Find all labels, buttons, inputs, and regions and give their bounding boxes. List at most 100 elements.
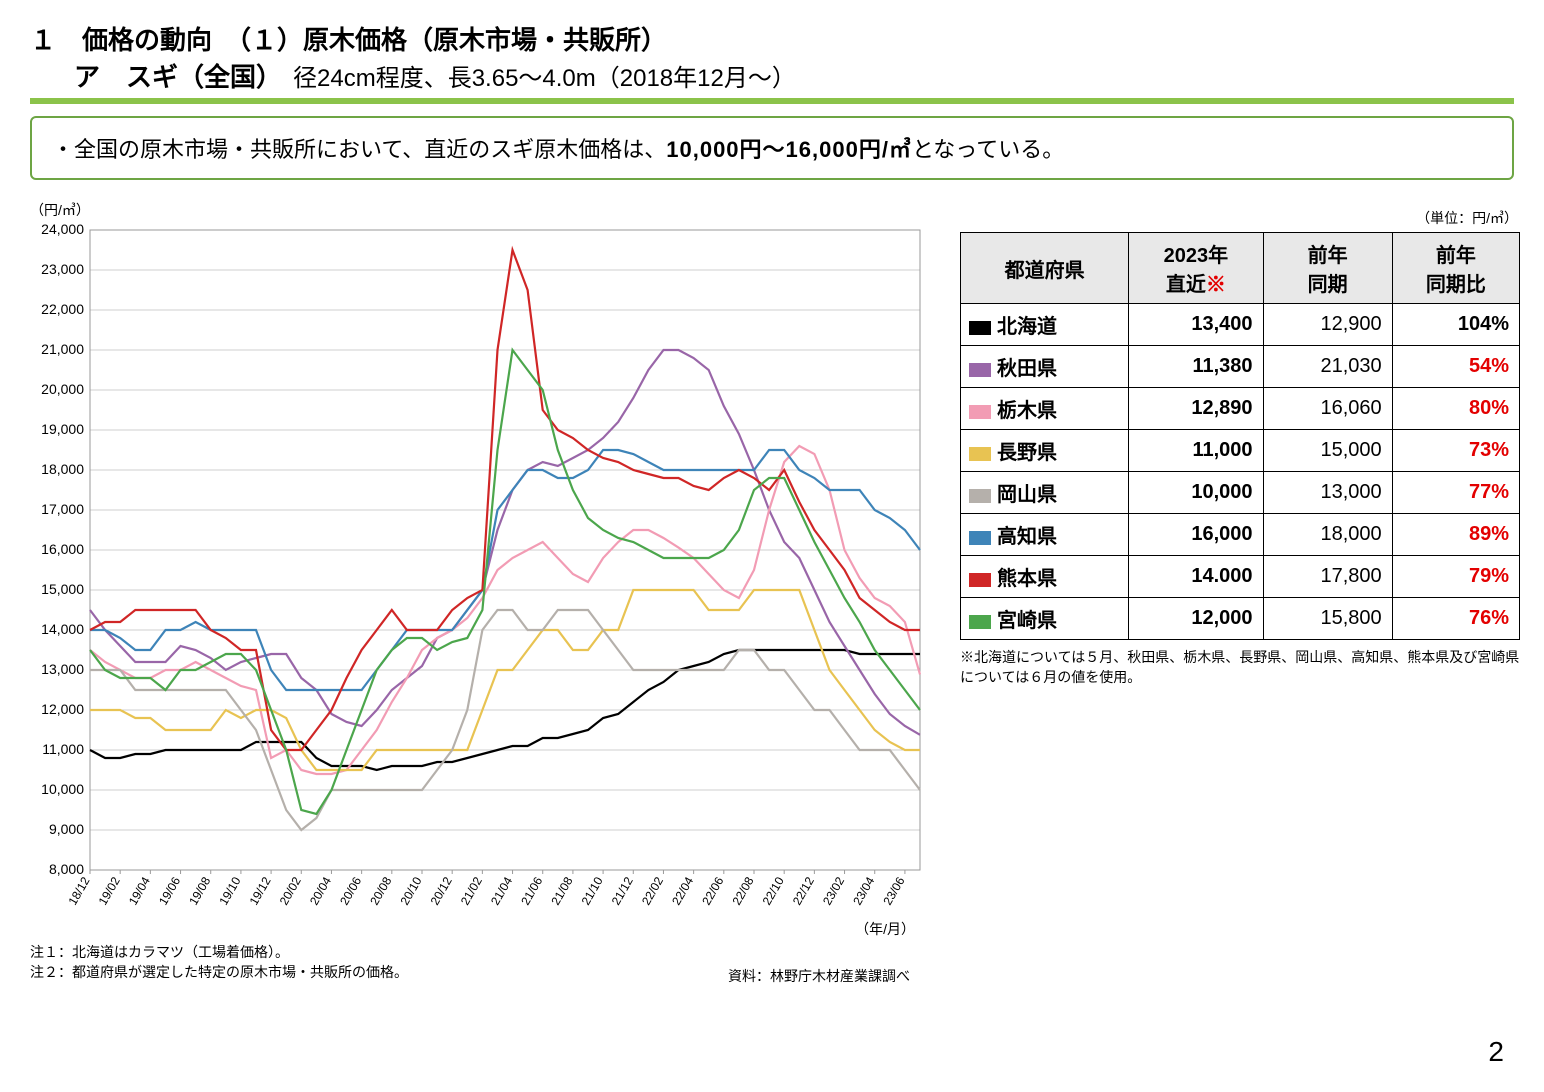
summary-box: ・全国の原木市場・共販所において、直近のスギ原木価格は、10,000円～16,0…: [30, 116, 1514, 180]
recent-cell: 14.000: [1129, 556, 1263, 598]
title-sub: 径24cm程度、長3.65～4.0m（2018年12月～）: [269, 65, 796, 92]
title-block: １ 価格の動向 （１）原木価格（原木市場・共販所） ア スギ（全国） 径24cm…: [30, 20, 1514, 94]
prev-cell: 18,000: [1263, 514, 1392, 556]
series-長野県: [90, 590, 920, 770]
pref-cell: 宮崎県: [961, 598, 1129, 640]
recent-cell: 13,400: [1129, 304, 1263, 346]
table-row: 熊本県14.00017,80079%: [961, 556, 1520, 598]
svg-text:21/10: 21/10: [579, 874, 606, 907]
svg-text:22/08: 22/08: [729, 874, 756, 907]
svg-text:16,000: 16,000: [41, 541, 84, 557]
unit-label: （単位：円/㎥）: [960, 208, 1520, 228]
svg-text:21,000: 21,000: [41, 341, 84, 357]
prev-cell: 13,000: [1263, 472, 1392, 514]
th-recent: 2023年直近※: [1129, 233, 1263, 304]
recent-cell: 11,000: [1129, 430, 1263, 472]
svg-text:23,000: 23,000: [41, 261, 84, 277]
chart-area: （円/㎥） 8,000 9,000 10,000 11,000 12,000 13,000…: [30, 200, 950, 986]
recent-cell: 16,000: [1129, 514, 1263, 556]
svg-text:23/04: 23/04: [850, 874, 877, 907]
svg-text:15,000: 15,000: [41, 581, 84, 597]
svg-text:（年/月）: （年/月）: [855, 921, 915, 937]
svg-text:19/06: 19/06: [156, 874, 183, 907]
prev-cell: 12,900: [1263, 304, 1392, 346]
svg-text:21/12: 21/12: [609, 874, 636, 907]
svg-text:19/12: 19/12: [247, 874, 274, 907]
summary-bold: 10,000円～16,000円/㎥: [666, 137, 912, 162]
prev-cell: 16,060: [1263, 388, 1392, 430]
title-line1: １ 価格の動向 （１）原木価格（原木市場・共販所）: [30, 20, 1514, 57]
svg-text:19,000: 19,000: [41, 421, 84, 437]
th-ratio: 前年同期比: [1392, 233, 1519, 304]
svg-text:19/08: 19/08: [186, 874, 213, 907]
svg-text:9,000: 9,000: [49, 821, 84, 837]
svg-text:20/02: 20/02: [277, 874, 304, 907]
svg-text:20/10: 20/10: [397, 874, 424, 907]
svg-text:22/10: 22/10: [760, 874, 787, 907]
table-row: 岡山県10,00013,00077%: [961, 472, 1520, 514]
series-高知県: [90, 450, 920, 690]
prev-cell: 21,030: [1263, 346, 1392, 388]
svg-text:20/06: 20/06: [337, 874, 364, 907]
svg-text:20,000: 20,000: [41, 381, 84, 397]
title-line2: ア スギ（全国） 径24cm程度、長3.65～4.0m（2018年12月～）: [30, 57, 1514, 94]
svg-text:13,000: 13,000: [41, 661, 84, 677]
y-axis-label: （円/㎥）: [30, 200, 950, 220]
prev-cell: 15,800: [1263, 598, 1392, 640]
svg-text:21/02: 21/02: [458, 874, 485, 907]
svg-text:12,000: 12,000: [41, 701, 84, 717]
pref-cell: 高知県: [961, 514, 1129, 556]
svg-text:22,000: 22,000: [41, 301, 84, 317]
svg-text:21/06: 21/06: [518, 874, 545, 907]
svg-text:22/04: 22/04: [669, 874, 696, 907]
th-pref: 都道府県: [961, 233, 1129, 304]
series-岡山県: [90, 610, 920, 830]
th-prev: 前年同期: [1263, 233, 1392, 304]
summary-prefix: ・全国の原木市場・共販所において、直近のスギ原木価格は、: [52, 137, 666, 162]
svg-text:23/02: 23/02: [820, 874, 847, 907]
table-row: 長野県11,00015,00073%: [961, 430, 1520, 472]
svg-text:11,000: 11,000: [42, 741, 84, 757]
svg-text:22/12: 22/12: [790, 874, 817, 907]
table-row: 高知県16,00018,00089%: [961, 514, 1520, 556]
pref-cell: 北海道: [961, 304, 1129, 346]
svg-text:19/02: 19/02: [96, 874, 123, 907]
pref-cell: 熊本県: [961, 556, 1129, 598]
recent-cell: 12,000: [1129, 598, 1263, 640]
table-note: ※北海道については５月、秋田県、栃木県、長野県、岡山県、高知県、熊本県及び宮崎県…: [960, 648, 1520, 687]
svg-text:20/04: 20/04: [307, 874, 334, 907]
table-row: 秋田県11,38021,03054%: [961, 346, 1520, 388]
series-秋田県: [90, 350, 920, 735]
pref-cell: 長野県: [961, 430, 1129, 472]
svg-text:18,000: 18,000: [41, 461, 84, 477]
ratio-cell: 89%: [1392, 514, 1519, 556]
svg-text:10,000: 10,000: [41, 781, 84, 797]
title-bold: ア スギ（全国）: [74, 62, 269, 92]
svg-text:22/06: 22/06: [699, 874, 726, 907]
right-column: （単位：円/㎥） 都道府県 2023年直近※ 前年同期 前年同期比 北海道13,…: [960, 200, 1520, 986]
svg-text:14,000: 14,000: [41, 621, 84, 637]
pref-cell: 岡山県: [961, 472, 1129, 514]
table-row: 宮崎県12,00015,80076%: [961, 598, 1520, 640]
svg-text:18/12: 18/12: [65, 874, 92, 907]
svg-text:17,000: 17,000: [41, 501, 84, 517]
svg-text:8,000: 8,000: [49, 861, 84, 877]
svg-text:22/02: 22/02: [639, 874, 666, 907]
ratio-cell: 73%: [1392, 430, 1519, 472]
svg-text:20/08: 20/08: [367, 874, 394, 907]
svg-text:24,000: 24,000: [41, 221, 84, 237]
ratio-cell: 80%: [1392, 388, 1519, 430]
table-header-row: 都道府県 2023年直近※ 前年同期 前年同期比: [961, 233, 1520, 304]
ratio-cell: 79%: [1392, 556, 1519, 598]
svg-text:19/10: 19/10: [216, 874, 243, 907]
summary-suffix: となっている。: [912, 137, 1064, 162]
series-宮崎県: [90, 350, 920, 814]
data-table: 都道府県 2023年直近※ 前年同期 前年同期比 北海道13,40012,900…: [960, 232, 1520, 640]
ratio-cell: 54%: [1392, 346, 1519, 388]
pref-cell: 秋田県: [961, 346, 1129, 388]
ratio-cell: 104%: [1392, 304, 1519, 346]
svg-text:20/12: 20/12: [428, 874, 455, 907]
recent-cell: 10,000: [1129, 472, 1263, 514]
svg-text:21/04: 21/04: [488, 874, 515, 907]
table-row: 北海道13,40012,900104%: [961, 304, 1520, 346]
